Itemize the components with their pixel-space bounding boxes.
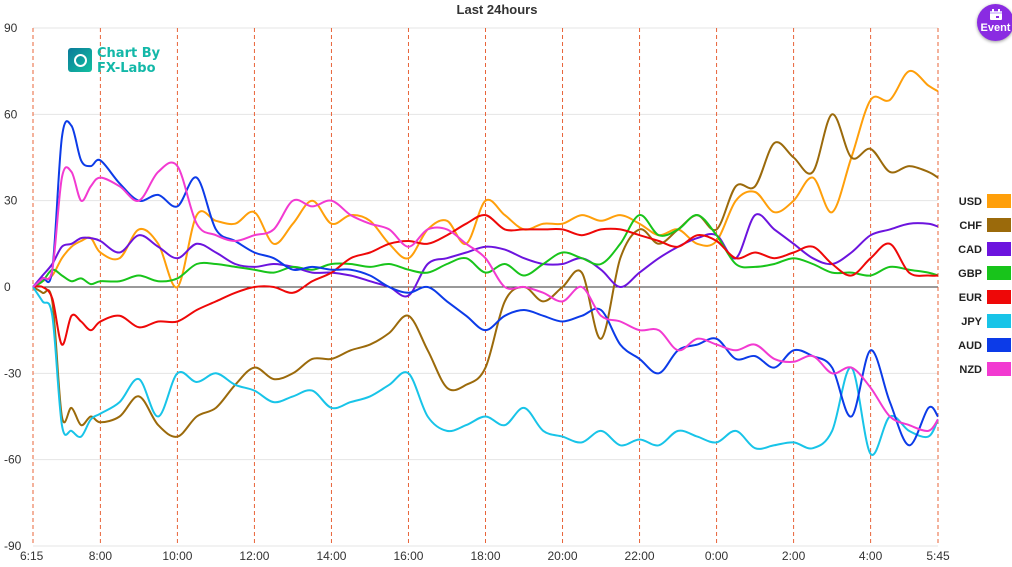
y-tick-label: 0 (4, 280, 11, 294)
x-tick-label: 18:00 (470, 549, 500, 563)
x-tick-label: 22:00 (625, 549, 655, 563)
series-line-jpy (32, 286, 939, 456)
legend-swatch-jpy (987, 314, 1011, 328)
x-tick-label: 6:15 (20, 549, 44, 563)
chart-by-fx-labo-logo: Chart By FX-Labo (68, 46, 168, 80)
event-label: Event (980, 22, 1011, 34)
legend: USD CHF CAD GBP EUR JPY AUD NZD (958, 194, 1011, 376)
y-tick-label: -90 (4, 539, 22, 553)
x-tick-label: 8:00 (89, 549, 113, 563)
y-tick-label: -60 (4, 453, 22, 467)
x-tick-label: 2:00 (782, 549, 806, 563)
logo-line2: FX-Labo (97, 61, 156, 76)
legend-label-eur: EUR (959, 292, 982, 304)
x-axis: 6:15 8:00 10:00 12:00 14:00 16:00 18:00 20:00 22… (20, 549, 950, 563)
chart-title: Last 24hours (457, 2, 538, 17)
calendar-icon (989, 9, 1002, 20)
x-tick-label: 20:00 (548, 549, 578, 563)
series-line-aud (32, 120, 939, 447)
x-tick-label: 12:00 (239, 549, 269, 563)
legend-label-jpy: JPY (961, 316, 982, 328)
y-tick-label: -30 (4, 366, 22, 380)
y-axis: 90 60 30 0 -30 -60 -90 (4, 21, 22, 553)
legend-swatch-cad (987, 242, 1011, 256)
legend-label-usd: USD (959, 196, 982, 208)
series-lines (32, 69, 939, 456)
y-tick-label: 90 (4, 21, 18, 35)
legend-label-aud: AUD (958, 340, 982, 352)
legend-swatch-usd (987, 194, 1011, 208)
magnifier-chart-icon (68, 48, 92, 72)
x-tick-label: 5:45 (926, 549, 950, 563)
legend-label-nzd: NZD (959, 364, 982, 376)
x-tick-label: 16:00 (393, 549, 423, 563)
x-tick-label: 10:00 (162, 549, 192, 563)
series-line-nzd (32, 161, 939, 433)
legend-swatch-chf (987, 218, 1011, 232)
legend-label-cad: CAD (958, 244, 982, 256)
event-button[interactable]: Event (977, 4, 1012, 41)
legend-swatch-aud (987, 338, 1011, 352)
legend-swatch-eur (987, 290, 1011, 304)
x-tick-label: 0:00 (705, 549, 729, 563)
legend-swatch-gbp (987, 266, 1011, 280)
series-line-eur (32, 214, 939, 346)
logo-line1: Chart By (97, 46, 161, 61)
legend-label-gbp: GBP (958, 268, 982, 280)
legend-swatch-nzd (987, 362, 1011, 376)
y-tick-label: 60 (4, 107, 18, 121)
y-tick-label: 30 (4, 194, 18, 208)
series-line-gbp (32, 214, 939, 288)
series-line-cad (32, 213, 939, 298)
x-tick-label: 14:00 (316, 549, 346, 563)
grid (32, 27, 939, 547)
x-tick-label: 4:00 (859, 549, 883, 563)
series-line-chf (32, 113, 939, 438)
legend-label-chf: CHF (959, 220, 982, 232)
